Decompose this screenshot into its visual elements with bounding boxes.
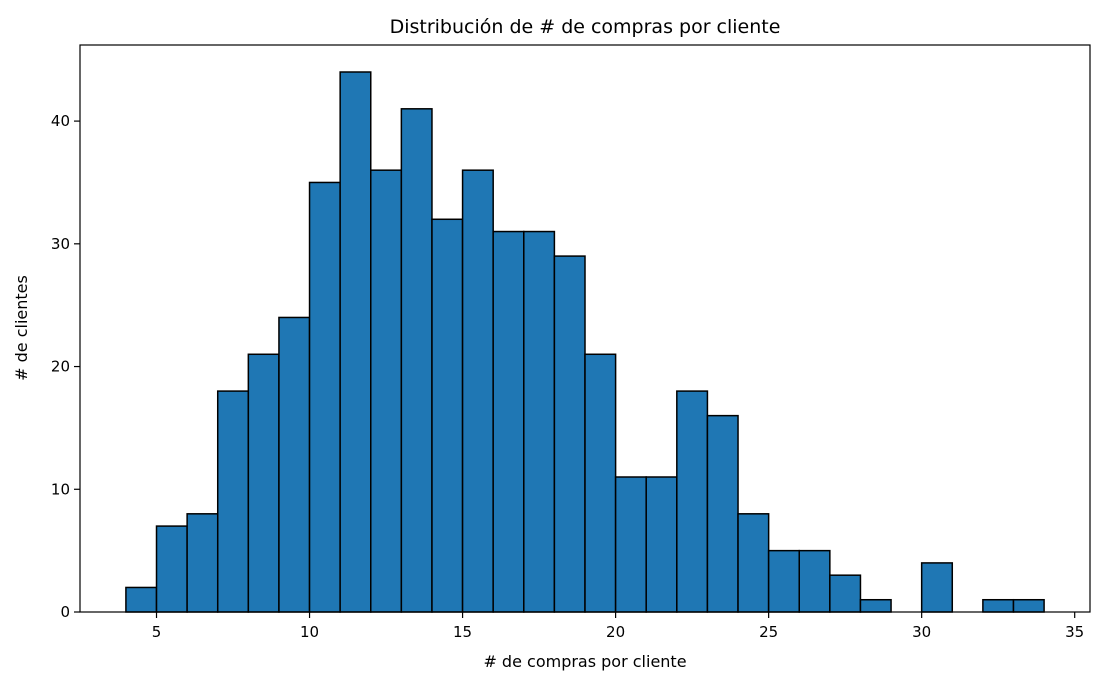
histogram-bar [461, 169, 494, 613]
histogram-bar [645, 476, 678, 613]
histogram-bar [798, 549, 831, 613]
x-axis-label: # de compras por cliente [483, 652, 686, 671]
histogram-bar [614, 476, 647, 613]
histogram-bar [247, 353, 280, 613]
x-tick-label: 25 [759, 623, 778, 641]
chart-title: Distribución de # de compras por cliente [390, 16, 781, 38]
histogram-bar [155, 525, 188, 613]
histogram-bar [125, 586, 158, 613]
x-tick-label: 5 [152, 623, 162, 641]
histogram-bar [829, 574, 862, 613]
y-axis-label: # de clientes [12, 275, 31, 381]
histogram-bar [982, 598, 1015, 613]
histogram-bar [278, 316, 311, 613]
histogram-bar [370, 169, 403, 613]
histogram-bar [553, 255, 586, 613]
histogram-bar [767, 549, 800, 613]
y-tick-label: 40 [51, 112, 70, 130]
histogram-bar [523, 230, 556, 613]
y-axis-ticks: 0 10 20 30 40 [51, 112, 80, 621]
histogram-bar [920, 562, 954, 613]
x-tick-label: 20 [606, 623, 625, 641]
histogram-bar [859, 598, 892, 613]
x-tick-label: 30 [912, 623, 931, 641]
histogram-bar [400, 108, 433, 613]
plot-frame [79, 44, 1091, 613]
histogram-bar [431, 218, 464, 613]
x-tick-label: 15 [453, 623, 472, 641]
histogram-bar [308, 181, 341, 613]
histogram-bar [584, 353, 617, 613]
y-tick-label: 20 [51, 358, 70, 376]
histogram-bar [216, 390, 250, 613]
y-tick-label: 10 [51, 480, 70, 498]
x-tick-label: 10 [300, 623, 319, 641]
histogram-bar [706, 414, 739, 613]
x-tick-label: 35 [1065, 623, 1084, 641]
y-tick-label: 30 [51, 235, 70, 253]
histogram-bar [676, 390, 709, 613]
bars-group [125, 71, 1045, 613]
histogram-bar [1012, 598, 1045, 613]
x-axis-ticks: 5 10 15 20 25 30 35 [152, 612, 1084, 641]
histogram-bar [492, 230, 525, 613]
histogram-bar [339, 71, 372, 613]
histogram-bar [737, 513, 770, 613]
histogram-bar [186, 513, 219, 613]
y-tick-label: 0 [60, 603, 70, 621]
